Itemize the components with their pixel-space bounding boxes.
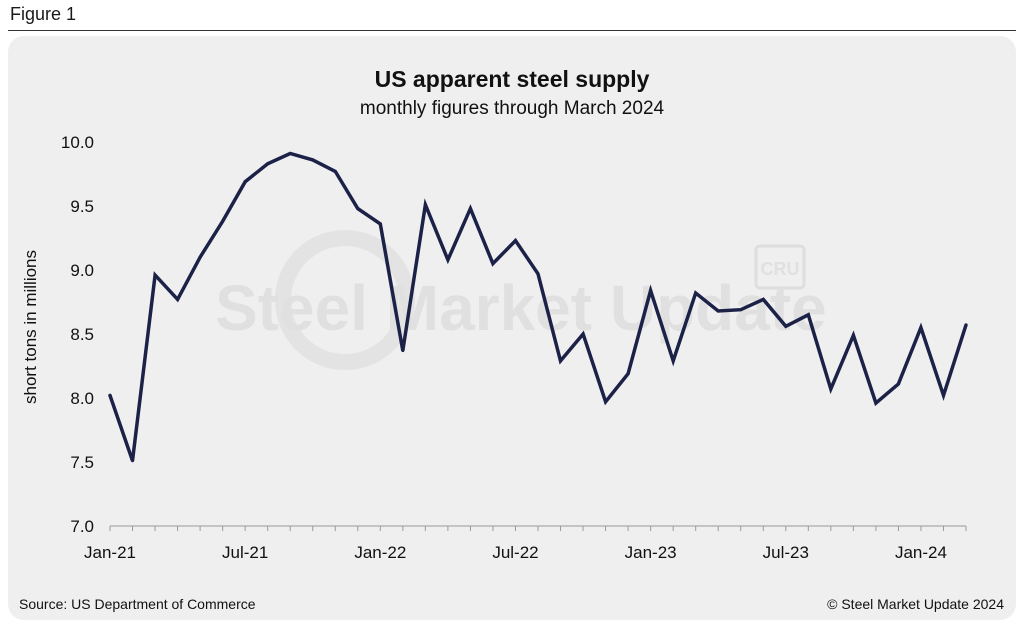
- x-axis: Jan-21 Jul-21 Jan-22 Jul-22 Jan-23 Jul-23 Jan-…: [84, 525, 967, 562]
- x-tick-label: Jul-22: [492, 543, 538, 562]
- data-point: [964, 323, 968, 327]
- y-tick-label: 10.0: [61, 133, 94, 152]
- data-point: [559, 359, 563, 363]
- chart-title: US apparent steel supply: [375, 66, 650, 92]
- data-point: [896, 382, 900, 386]
- data-point: [626, 372, 630, 376]
- data-point: [536, 272, 540, 276]
- data-point: [491, 262, 495, 266]
- data-point: [446, 258, 450, 262]
- figure-divider: [8, 30, 1016, 31]
- chart-subtitle: monthly figures through March 2024: [360, 98, 665, 119]
- series-group: [108, 151, 968, 463]
- watermark-brand-text: Steel Market Update: [215, 272, 827, 344]
- x-tick-label: Jul-21: [222, 543, 268, 562]
- data-point: [221, 219, 225, 223]
- data-point: [671, 359, 675, 363]
- source-note: Source: US Department of Commerce: [19, 596, 256, 612]
- data-point: [761, 297, 765, 301]
- data-point: [784, 324, 788, 328]
- y-tick-label: 7.0: [70, 517, 94, 536]
- data-point: [266, 162, 270, 166]
- data-point: [806, 313, 810, 317]
- data-point: [513, 239, 517, 243]
- watermark-logo-ring: [275, 230, 415, 370]
- data-point: [198, 255, 202, 259]
- x-tick-label: Jan-21: [84, 543, 136, 562]
- figure-label: Figure 1: [10, 4, 77, 24]
- data-point: [423, 203, 427, 207]
- data-point: [694, 291, 698, 295]
- x-tick-label: Jul-23: [763, 543, 809, 562]
- data-point: [288, 152, 292, 156]
- data-point: [176, 297, 180, 301]
- watermark-cru-text: CRU: [761, 259, 800, 279]
- data-point: [941, 393, 945, 397]
- y-tick-label: 8.0: [70, 389, 94, 408]
- data-point: [311, 158, 315, 162]
- x-tick-label: Jan-23: [625, 543, 677, 562]
- data-point: [401, 349, 405, 353]
- data-point: [378, 222, 382, 226]
- data-point: [874, 401, 878, 405]
- y-tick-label: 7.5: [70, 453, 94, 472]
- x-tick-label: Jan-24: [895, 543, 947, 562]
- data-point: [243, 180, 247, 184]
- data-point: [108, 393, 112, 397]
- y-axis-label: short tons in millions: [21, 250, 40, 404]
- watermark: Steel Market Update CRU: [215, 230, 827, 370]
- data-point: [333, 169, 337, 173]
- data-point: [131, 459, 135, 463]
- data-point: [153, 273, 157, 277]
- data-point: [468, 207, 472, 211]
- x-tick-label: Jan-22: [354, 543, 406, 562]
- y-tick-label: 8.5: [70, 325, 94, 344]
- data-point: [716, 309, 720, 313]
- data-point: [356, 207, 360, 211]
- data-point: [739, 308, 743, 312]
- data-point: [604, 400, 608, 404]
- data-point: [851, 333, 855, 337]
- data-point: [919, 326, 923, 330]
- data-point: [829, 387, 833, 391]
- data-point: [581, 332, 585, 336]
- copyright-note: © Steel Market Update 2024: [827, 596, 1004, 612]
- y-tick-label: 9.5: [70, 197, 94, 216]
- y-tick-label: 9.0: [70, 261, 94, 280]
- data-point: [649, 288, 653, 292]
- y-axis: 7.0 7.5 8.0 8.5 9.0 9.5 10.0: [61, 133, 94, 536]
- chart-panel: [8, 36, 1016, 620]
- watermark-cru-box: [754, 244, 806, 290]
